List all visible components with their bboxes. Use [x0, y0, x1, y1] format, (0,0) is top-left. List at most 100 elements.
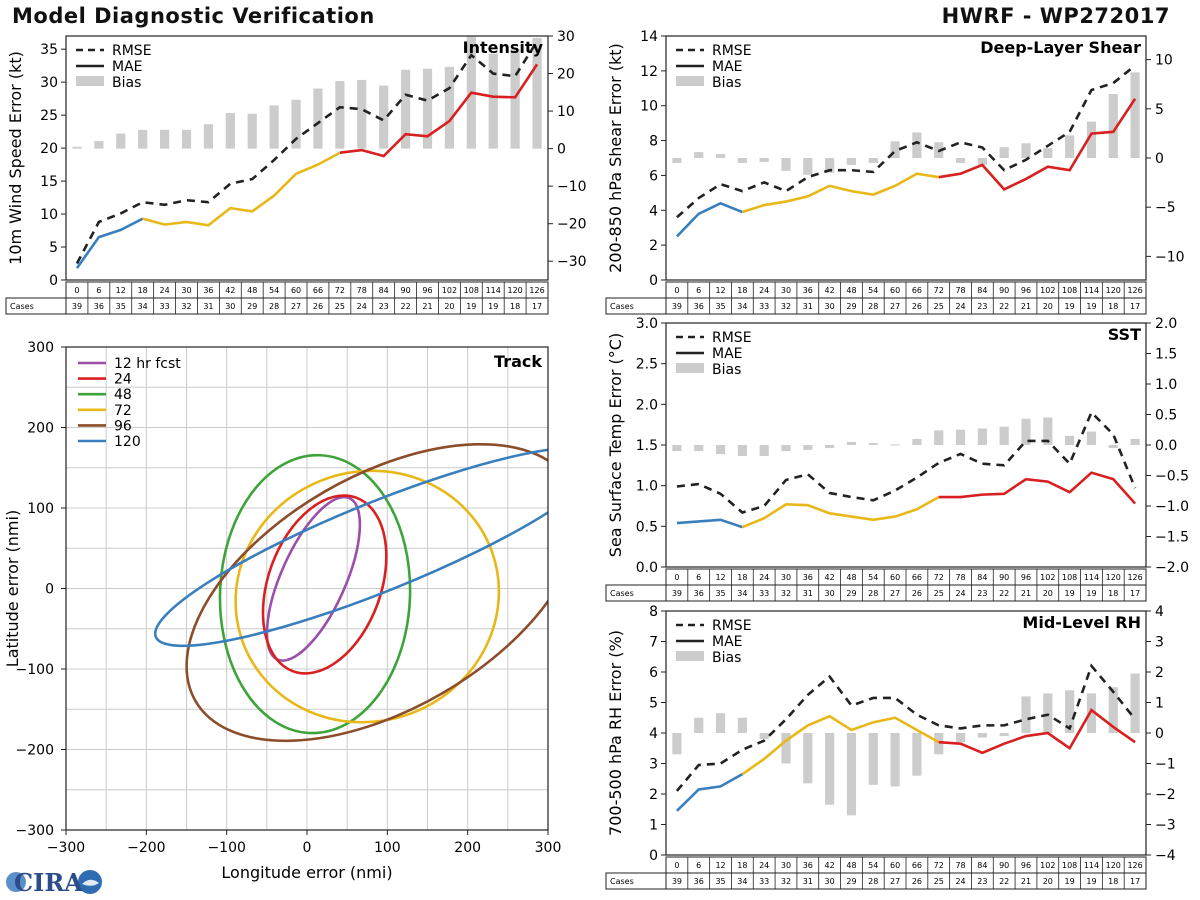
cases-label: Cases: [610, 589, 634, 598]
bias-bar: [890, 444, 900, 446]
hour-label: 108: [464, 286, 479, 295]
cira-logo: CIRA: [6, 868, 102, 897]
chart-title: Deep-Layer Shear: [980, 38, 1141, 57]
bias-bar: [912, 132, 922, 158]
legend-label: 120: [114, 434, 141, 450]
hour-label: 54: [868, 286, 878, 295]
y-tick-label: 12: [640, 64, 658, 80]
y2-tick-label: 4: [1155, 604, 1164, 620]
hour-label: 96: [1021, 573, 1031, 582]
error-ellipse-48: [218, 453, 412, 735]
legend-rmse-label: RMSE: [712, 618, 752, 634]
y-axis-label: 200-850 hPa Shear Error (kt): [606, 43, 625, 273]
y-tick-label: 25: [40, 108, 58, 124]
y-tick-label: 4: [649, 726, 658, 742]
y-tick-label: −100: [16, 662, 54, 678]
hour-label: 36: [803, 286, 813, 295]
case-count: 22: [999, 589, 1009, 598]
y-tick-label: −300: [16, 823, 54, 839]
case-count: 31: [203, 302, 213, 311]
storm-id: HWRF - WP272017: [941, 4, 1170, 28]
y-tick-label: 4: [649, 203, 658, 219]
bias-bar: [803, 733, 813, 784]
case-count: 17: [532, 302, 542, 311]
bias-bar: [715, 713, 726, 733]
bias-bar: [737, 717, 747, 733]
bias-bar: [781, 733, 791, 764]
legend-rmse-label: RMSE: [112, 43, 152, 59]
case-count: 36: [694, 302, 704, 311]
x-tick-label: 100: [374, 840, 401, 856]
bias-bar: [181, 129, 192, 149]
mae-line: [75, 217, 144, 269]
hour-label: 126: [1127, 286, 1142, 295]
hour-label: 24: [759, 286, 769, 295]
hour-label: 0: [74, 286, 79, 295]
hour-label: 24: [759, 861, 769, 870]
bias-bar: [999, 147, 1009, 158]
legend-bias-label: Bias: [712, 650, 741, 666]
mae-line: [741, 172, 939, 214]
legend-label: 12 hr fcst: [114, 356, 181, 372]
rmse-line: [75, 40, 539, 265]
case-count: 25: [934, 302, 944, 311]
bias-bar: [672, 445, 682, 452]
case-count: 29: [846, 302, 856, 311]
bias-bar: [116, 133, 126, 149]
mae-line: [142, 151, 341, 227]
legend-bias-label: Bias: [112, 75, 141, 91]
case-count: 19: [1065, 877, 1075, 886]
y2-tick-label: −5: [1155, 200, 1176, 216]
hour-label: 96: [422, 286, 432, 295]
case-count: 18: [1108, 877, 1118, 886]
y-tick-label: 200: [27, 421, 54, 437]
x-tick-label: 200: [454, 840, 481, 856]
bias-bar: [955, 158, 966, 163]
case-count: 33: [159, 302, 169, 311]
hour-label: 114: [1084, 286, 1099, 295]
bias-bar: [999, 426, 1009, 445]
y-tick-label: 0: [45, 582, 54, 598]
y-tick-label: 1: [649, 818, 658, 834]
case-count: 33: [759, 877, 769, 886]
hour-label: 102: [1040, 286, 1055, 295]
case-count: 19: [488, 302, 498, 311]
y2-tick-label: 30: [557, 29, 575, 45]
bias-bar: [846, 441, 857, 445]
hour-label: 42: [825, 861, 835, 870]
hour-label: 84: [977, 573, 987, 582]
bias-bar: [912, 438, 922, 445]
case-count: 24: [955, 589, 965, 598]
hour-label: 12: [715, 573, 725, 582]
hour-label: 114: [1084, 573, 1099, 582]
case-count: 24: [357, 302, 367, 311]
y-tick-label: 6: [649, 665, 658, 681]
case-count: 26: [912, 302, 922, 311]
legend-bias-swatch: [676, 651, 704, 661]
y-tick-label: 3: [649, 757, 658, 773]
bias-bar: [532, 37, 542, 149]
hour-label: 0: [674, 286, 679, 295]
y2-tick-label: −2: [1155, 787, 1176, 803]
hour-label: 102: [442, 286, 457, 295]
chart-title: Intensity: [463, 38, 544, 57]
rmse-line: [676, 64, 1136, 219]
hour-label: 78: [955, 286, 965, 295]
case-count: 28: [868, 877, 878, 886]
case-count: 34: [737, 302, 747, 311]
y-tick-label: 14: [640, 29, 658, 45]
bias-bar: [781, 158, 791, 171]
case-count: 29: [247, 302, 257, 311]
case-count: 23: [977, 302, 987, 311]
hour-label: 6: [96, 286, 101, 295]
hour-label: 78: [357, 286, 367, 295]
y2-tick-label: 0: [1155, 151, 1164, 167]
legend-bias-label: Bias: [712, 75, 741, 91]
case-count: 34: [138, 302, 148, 311]
bias-bar: [1130, 673, 1140, 733]
bias-bar: [444, 66, 455, 149]
legend-label: 48: [114, 387, 132, 403]
